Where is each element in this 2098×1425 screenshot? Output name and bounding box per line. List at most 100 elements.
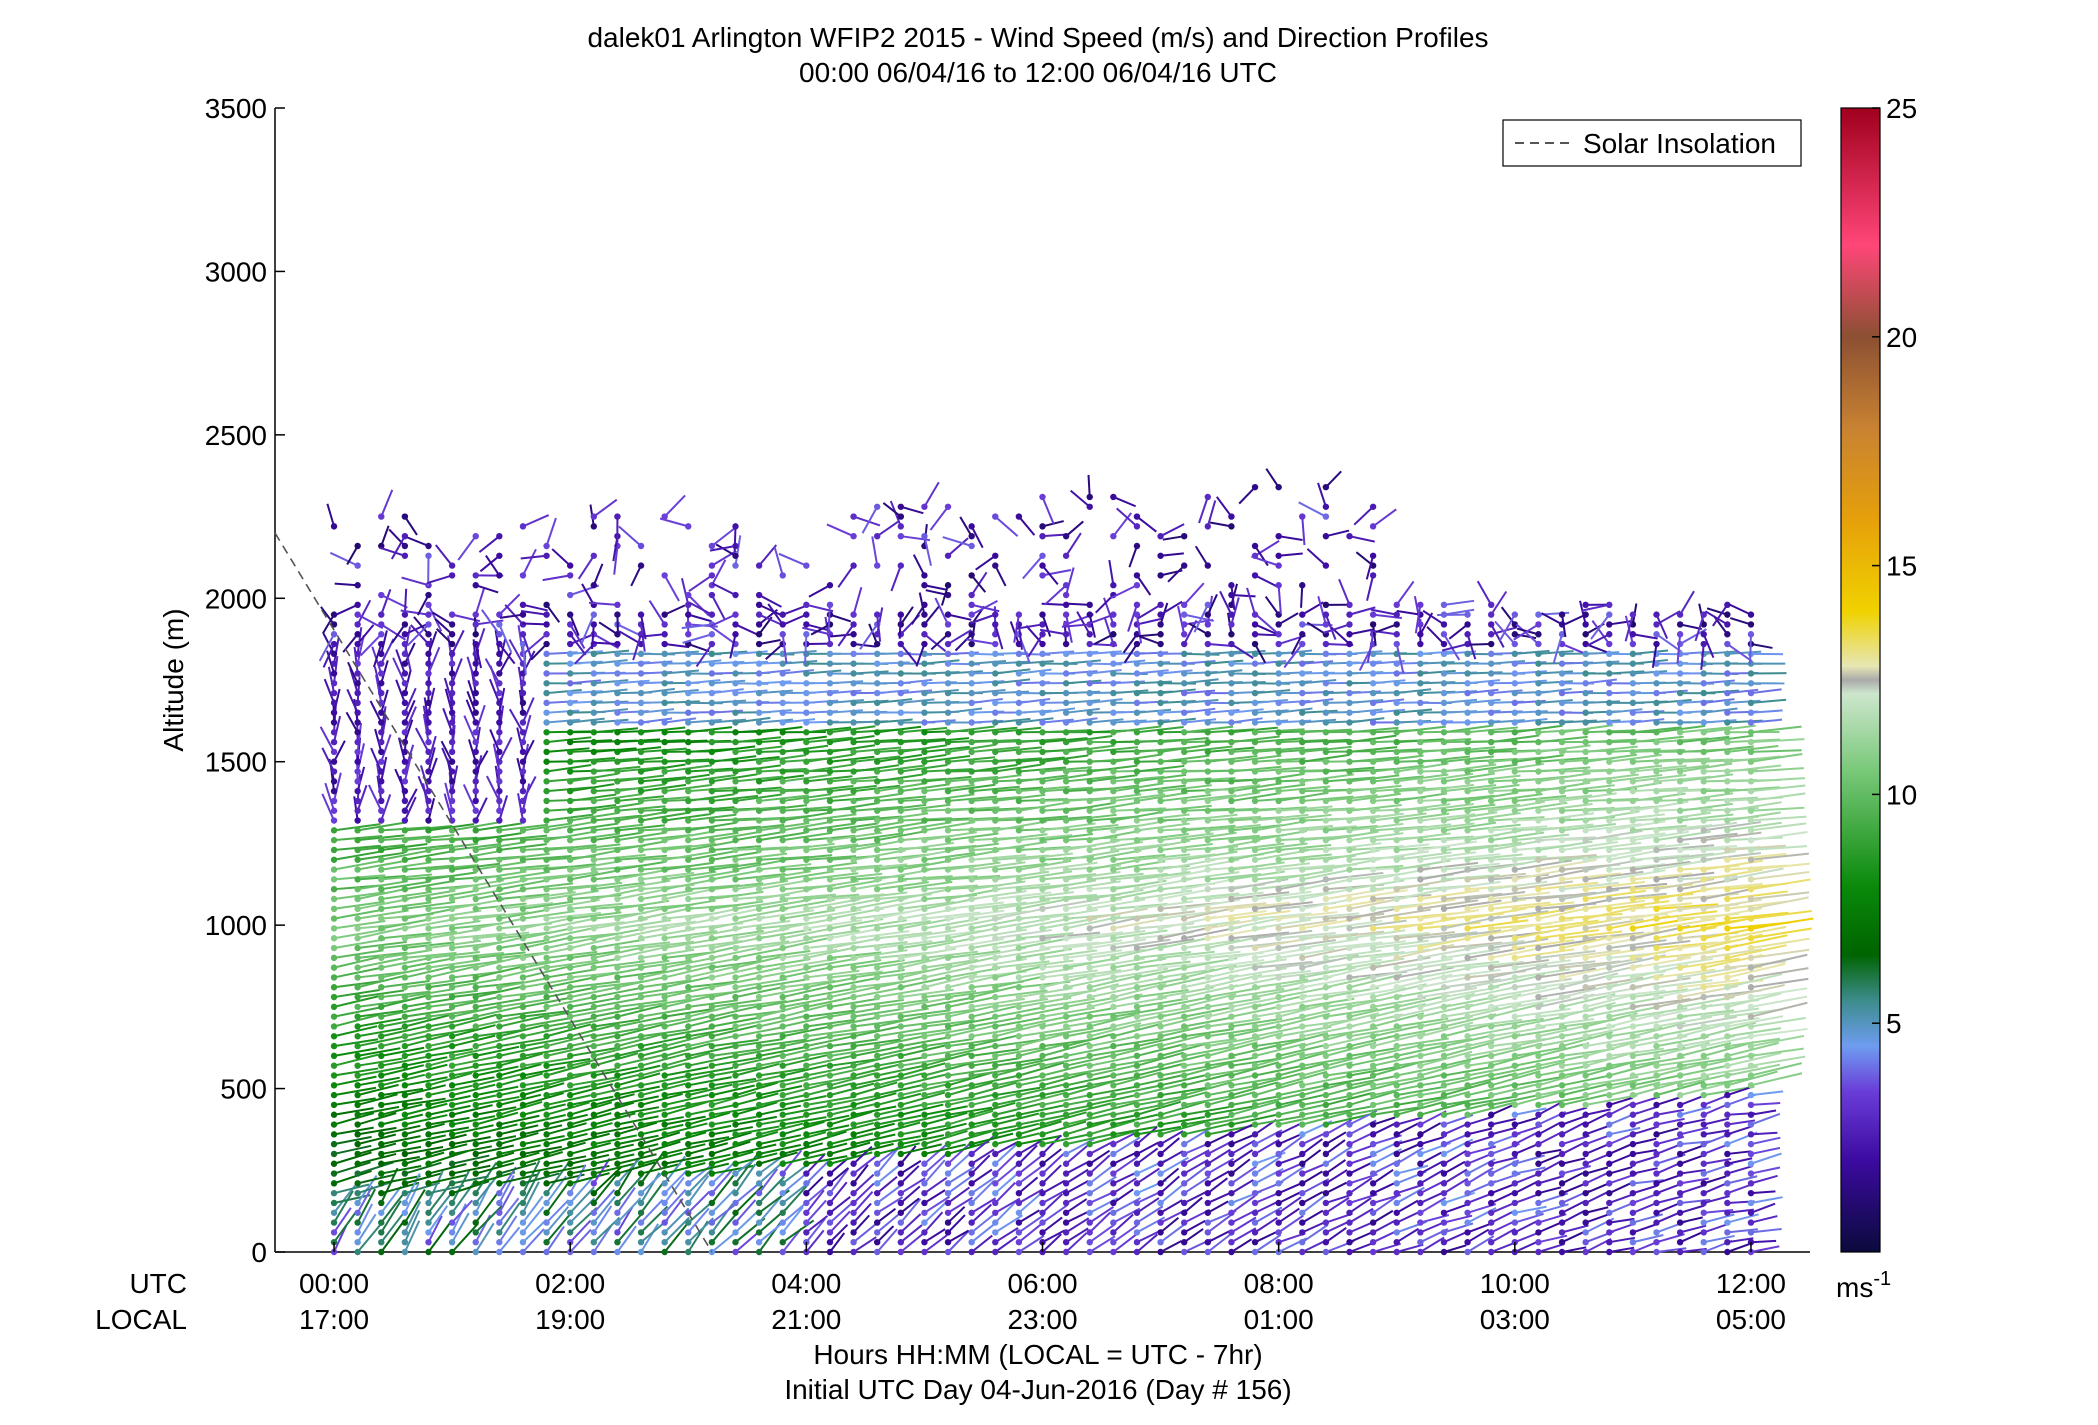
wind-barb-dot xyxy=(378,621,385,628)
wind-barb-shaft xyxy=(494,765,501,792)
wind-barb-dot xyxy=(590,1121,598,1128)
wind-barb-shaft xyxy=(995,1046,1046,1057)
wind-barb-dot xyxy=(637,1033,645,1040)
wind-barb-dot xyxy=(921,729,928,736)
wind-barb-dot xyxy=(968,768,975,775)
wind-barb-shaft xyxy=(640,783,687,793)
wind-barb-shaft xyxy=(1089,974,1143,989)
wind-barb-dot xyxy=(803,954,810,962)
wind-barb-shaft xyxy=(640,1123,684,1136)
wind-barb-dot xyxy=(992,993,999,1001)
wind-barb-dot xyxy=(826,895,834,903)
wind-barb-shaft xyxy=(1113,659,1146,665)
wind-barb-shaft xyxy=(758,1002,810,1018)
wind-barb-dot xyxy=(1039,650,1046,658)
wind-barb-dot xyxy=(401,1189,409,1197)
wind-barb-dot xyxy=(614,1180,621,1187)
wind-barb-dot xyxy=(968,1042,975,1050)
wind-barb-dot xyxy=(472,699,479,707)
wind-barb-dot xyxy=(1062,905,1070,912)
wind-barb-shaft xyxy=(333,688,341,713)
wind-barb-shaft xyxy=(829,1223,849,1243)
wind-barb-shaft xyxy=(1088,614,1096,638)
wind-barb-shaft xyxy=(451,629,465,655)
wind-barb-dot xyxy=(661,1170,668,1177)
wind-barb-dot xyxy=(354,787,361,795)
wind-barb-dot xyxy=(496,925,503,932)
wind-barb-dot xyxy=(425,699,432,707)
wind-barb-shaft xyxy=(403,1173,421,1204)
wind-barb-shaft xyxy=(810,623,831,636)
wind-barb-dot xyxy=(590,621,598,628)
wind-barb-dot xyxy=(1039,984,1046,991)
wind-barb-dot xyxy=(708,856,716,863)
wind-barb-dot xyxy=(685,915,692,922)
wind-barb-shaft xyxy=(1160,793,1212,802)
wind-barb-dot xyxy=(543,1101,550,1109)
wind-barb-shaft xyxy=(853,1045,901,1057)
wind-barb-dot xyxy=(519,719,527,726)
wind-barb-shaft xyxy=(546,1094,591,1106)
wind-barb-dot xyxy=(425,905,432,912)
wind-barb-dot xyxy=(732,719,739,726)
wind-barb-dot xyxy=(661,1160,668,1167)
wind-barb-shaft xyxy=(617,959,670,969)
wind-barb-dot xyxy=(614,748,621,756)
wind-barb-shaft xyxy=(1136,1197,1160,1214)
wind-barb-dot xyxy=(1062,1082,1070,1089)
wind-barb-dot xyxy=(708,670,716,677)
wind-barb-dot xyxy=(685,1121,692,1128)
wind-barb-shaft xyxy=(711,1188,736,1214)
wind-barb-dot xyxy=(803,1140,810,1148)
wind-barb-shaft xyxy=(357,1076,400,1087)
wind-barb-dot xyxy=(330,885,338,893)
wind-barb-dot xyxy=(1086,680,1093,687)
wind-barb-shaft xyxy=(499,1151,540,1165)
wind-barb-dot xyxy=(1062,758,1070,765)
wind-barb-dot xyxy=(755,1238,763,1246)
wind-barb-dot xyxy=(803,709,810,716)
wind-barb-shaft xyxy=(475,1123,518,1136)
wind-barb-dot xyxy=(732,758,739,765)
wind-barb-shaft xyxy=(876,1212,902,1234)
wind-barb-shaft xyxy=(1160,1032,1211,1048)
wind-barb-dot xyxy=(425,836,432,844)
wind-barb-dot xyxy=(519,778,527,785)
wind-barb-shaft xyxy=(570,717,605,724)
wind-barb-shaft xyxy=(1112,1224,1139,1244)
wind-barb-dot xyxy=(566,650,574,658)
wind-barb-dot xyxy=(448,895,456,903)
wind-barb-dot xyxy=(921,1131,928,1138)
wind-barb-dot xyxy=(992,1199,999,1207)
wind-barb-shaft xyxy=(545,1199,570,1224)
wind-barb-dot xyxy=(401,532,409,540)
wind-barb-shaft xyxy=(381,994,428,1008)
wind-barb-shaft xyxy=(711,1024,759,1038)
wind-barb-shaft xyxy=(499,960,552,969)
wind-barb-shaft xyxy=(546,1071,592,1087)
wind-barb-shaft xyxy=(1136,1141,1159,1155)
wind-barb-shaft xyxy=(1160,669,1193,675)
wind-barb-dot xyxy=(685,1238,692,1246)
wind-barb-shaft xyxy=(357,887,408,900)
wind-barb-dot xyxy=(944,1052,952,1060)
wind-barb-shaft xyxy=(1136,669,1169,675)
wind-barb-dot xyxy=(614,807,621,814)
wind-barb-dot xyxy=(661,699,668,707)
wind-barb-dot xyxy=(1133,572,1141,579)
wind-barb-dot xyxy=(1062,1111,1070,1118)
wind-barb-dot xyxy=(873,768,881,775)
wind-barb-dot xyxy=(803,836,810,844)
wind-barb-shaft xyxy=(923,1234,948,1253)
wind-barb-dot xyxy=(897,611,905,618)
wind-barb-dot xyxy=(921,601,928,609)
wind-barb-dot xyxy=(661,1238,668,1246)
wind-barb-shaft xyxy=(522,822,573,832)
wind-barb-dot xyxy=(448,748,456,756)
wind-barb-dot xyxy=(354,974,361,981)
wind-barb-dot xyxy=(968,709,975,716)
wind-barb-shaft xyxy=(782,1014,832,1028)
wind-barb-dot xyxy=(590,1062,598,1069)
wind-barb-dot xyxy=(448,1121,456,1128)
wind-barb-dot xyxy=(401,611,409,618)
